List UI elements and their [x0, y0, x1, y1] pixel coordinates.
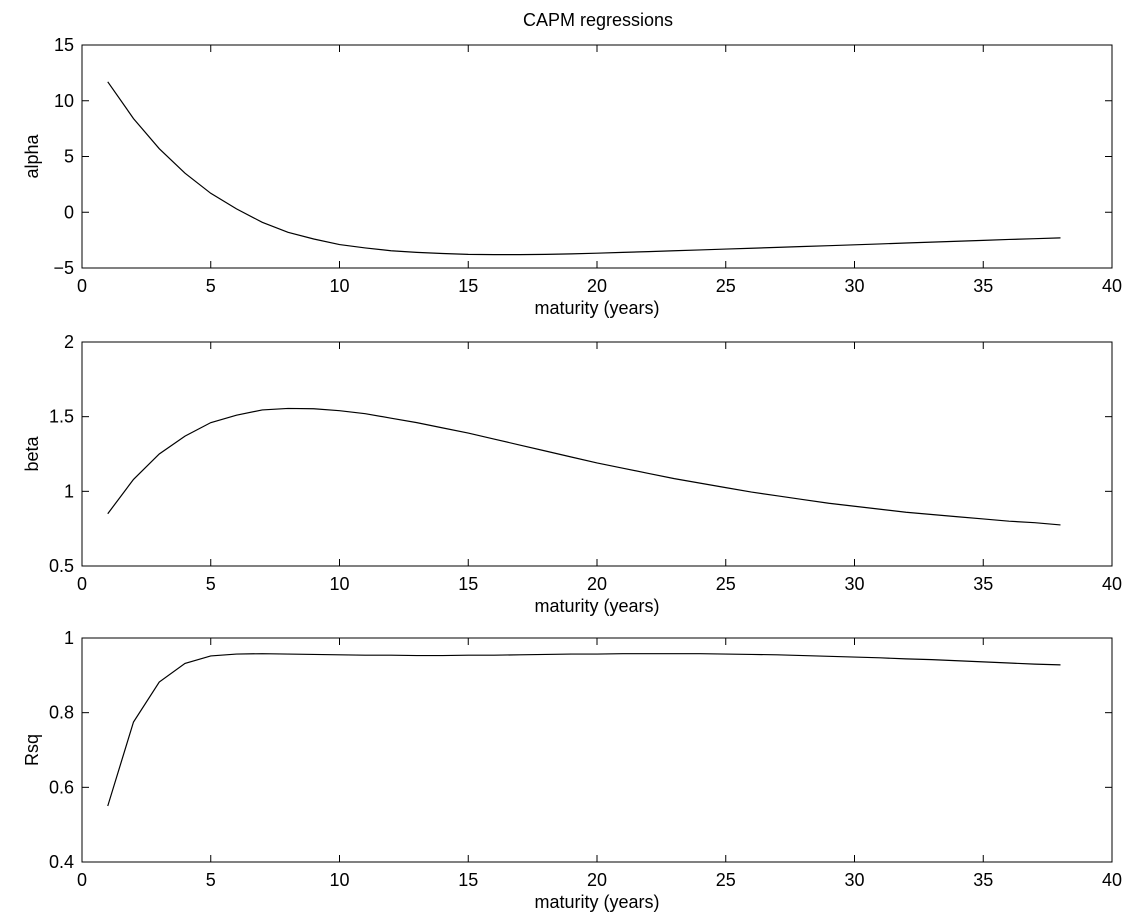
beta-x-tick-label: 5 — [206, 574, 216, 594]
rsq-y-tick-label: 0.4 — [49, 852, 74, 872]
alpha-x-tick-label: 35 — [973, 276, 993, 296]
rsq-y-tick-label: 0.8 — [49, 703, 74, 723]
beta-x-tick-label: 15 — [458, 574, 478, 594]
rsq-x-axis-label: maturity (years) — [534, 892, 659, 912]
rsq-x-tick-label: 30 — [844, 870, 864, 890]
beta-x-tick-label: 35 — [973, 574, 993, 594]
rsq-x-tick-label: 40 — [1102, 870, 1122, 890]
alpha-x-tick-label: 25 — [716, 276, 736, 296]
alpha-x-tick-label: 10 — [329, 276, 349, 296]
alpha-x-tick-label: 20 — [587, 276, 607, 296]
alpha-y-axis-label: alpha — [22, 133, 42, 178]
rsq-x-tick-label: 25 — [716, 870, 736, 890]
beta-series-line — [107, 407, 1061, 526]
alpha-x-tick-label: 0 — [77, 276, 87, 296]
beta-x-tick-label: 20 — [587, 574, 607, 594]
alpha-y-tick-label: −5 — [53, 258, 74, 278]
beta-y-tick-label: 2 — [64, 332, 74, 352]
beta-x-tick-label: 25 — [716, 574, 736, 594]
rsq-x-tick-label: 0 — [77, 870, 87, 890]
alpha-x-tick-label: 40 — [1102, 276, 1122, 296]
rsq-x-tick-label: 5 — [206, 870, 216, 890]
beta-y-axis-label: beta — [22, 436, 42, 472]
alpha-y-tick-label: 15 — [54, 35, 74, 55]
alpha-series-line — [107, 81, 1061, 256]
beta-subplot: 0 5 10 15 20 25 30 35 40 0.5 1 1.5 2 maturity (years)… — [22, 332, 1122, 616]
beta-axes-frame — [81, 341, 1113, 567]
rsq-x-tick-label: 15 — [458, 870, 478, 890]
figure-title: CAPM regressions — [523, 10, 673, 30]
beta-y-tick-label: 1.5 — [49, 407, 74, 427]
alpha-x-axis-label: maturity (years) — [534, 298, 659, 318]
beta-x-axis-label: maturity (years) — [534, 596, 659, 616]
alpha-y-tick-label: 5 — [64, 147, 74, 167]
beta-x-tick-label: 0 — [77, 574, 87, 594]
rsq-x-tick-label: 35 — [973, 870, 993, 890]
alpha-x-tick-label: 15 — [458, 276, 478, 296]
alpha-y-tick-label: 10 — [54, 91, 74, 111]
rsq-y-tick-label: 1 — [64, 628, 74, 648]
beta-y-tick-label: 1 — [64, 481, 74, 501]
rsq-series-line — [107, 653, 1061, 807]
rsq-x-tick-label: 10 — [329, 870, 349, 890]
alpha-y-tick-label: 0 — [64, 202, 74, 222]
alpha-x-tick-label: 5 — [206, 276, 216, 296]
alpha-axes-frame — [81, 44, 1113, 269]
rsq-y-tick-label: 0.6 — [49, 777, 74, 797]
alpha-x-tick-label: 30 — [844, 276, 864, 296]
rsq-axes-frame — [81, 637, 1113, 863]
beta-x-tick-label: 30 — [844, 574, 864, 594]
beta-x-tick-label: 40 — [1102, 574, 1122, 594]
rsq-y-axis-label: Rsq — [22, 734, 42, 766]
beta-y-tick-label: 0.5 — [49, 556, 74, 576]
beta-x-tick-label: 10 — [329, 574, 349, 594]
rsq-x-tick-label: 20 — [587, 870, 607, 890]
rsq-subplot: 0 5 10 15 20 25 30 35 40 0.4 0.6 0.8 1 maturity (year… — [22, 628, 1122, 912]
